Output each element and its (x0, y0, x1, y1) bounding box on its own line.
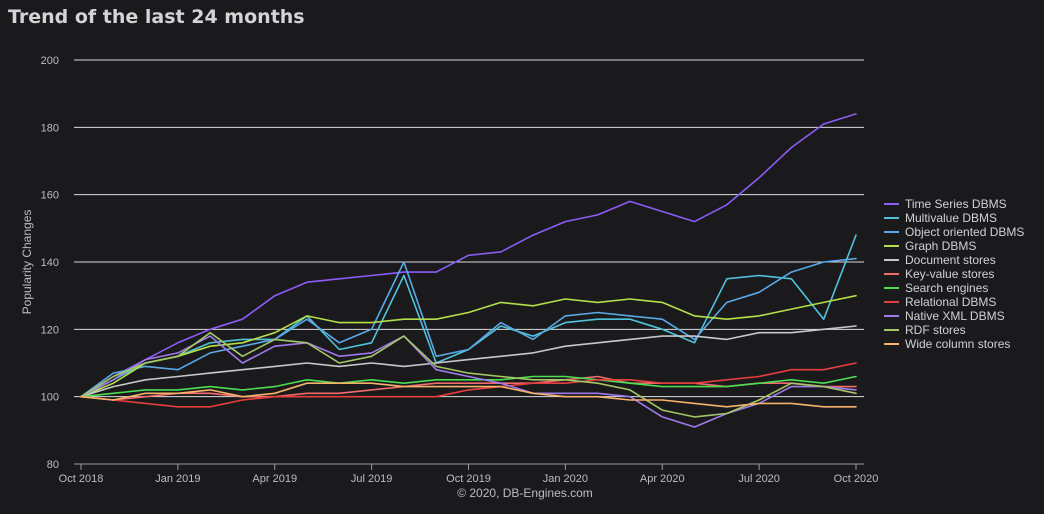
y-tick-label: 80 (47, 459, 59, 471)
x-tick-label: Oct 2020 (834, 473, 879, 485)
gridlines (74, 59, 864, 398)
series-line-time-series-dbms[interactable] (80, 113, 857, 398)
legend-label: Key-value stores (905, 267, 994, 281)
legend-item[interactable]: Object oriented DBMS (884, 225, 1024, 239)
series-lines (80, 113, 857, 428)
x-tick-label: Jul 2019 (351, 473, 393, 485)
legend-item[interactable]: Native XML DBMS (884, 309, 1005, 323)
y-axis-ticks: 80 100 120 140 160 180 200 (41, 55, 59, 471)
legend-item[interactable]: Relational DBMS (884, 295, 996, 309)
x-tick-label: Apr 2019 (252, 473, 297, 485)
x-tick-label: Oct 2019 (446, 473, 491, 485)
series-line-graph-dbms[interactable] (80, 294, 857, 398)
x-tick-label: Jul 2020 (738, 473, 780, 485)
y-tick-label: 160 (41, 190, 59, 202)
legend-label: RDF stores (905, 323, 966, 337)
series-line-rdf-stores[interactable] (80, 331, 857, 418)
legend-item[interactable]: Document stores (884, 253, 996, 267)
y-tick-label: 200 (41, 55, 59, 67)
series-line-document-stores[interactable] (80, 325, 857, 398)
y-axis-title: Popularity Changes (20, 210, 34, 315)
legend-item[interactable]: Multivalue DBMS (884, 211, 997, 225)
series-line-relational-dbms[interactable] (80, 362, 857, 408)
legend-label: Graph DBMS (905, 239, 976, 253)
x-tick-label: Oct 2018 (59, 473, 104, 485)
legend-item[interactable]: Key-value stores (884, 267, 994, 281)
legend-label: Search engines (905, 281, 988, 295)
legend-label: Multivalue DBMS (905, 211, 997, 225)
legend-item[interactable]: Time Series DBMS (884, 197, 1007, 211)
legend-label: Wide column stores (905, 337, 1010, 351)
series-line-object-oriented-dbms[interactable] (80, 257, 857, 398)
y-tick-label: 100 (41, 392, 59, 404)
page-title: Trend of the last 24 months (8, 6, 305, 28)
x-tick-label: Jan 2020 (543, 473, 588, 485)
series-line-search-engines[interactable] (80, 375, 857, 398)
x-axis: Oct 2018 Jan 2019 Apr 2019 Jul 2019 Oct 2019… (59, 463, 879, 485)
y-tick-label: 120 (41, 324, 59, 336)
legend-label: Time Series DBMS (905, 197, 1007, 211)
legend-item[interactable]: Graph DBMS (884, 239, 976, 253)
series-line-wide-column-stores[interactable] (80, 382, 857, 408)
legend-label: Object oriented DBMS (905, 225, 1024, 239)
legend-label: Native XML DBMS (905, 309, 1005, 323)
legend-item[interactable]: Search engines (884, 281, 988, 295)
credit-text: © 2020, DB-Engines.com (457, 486, 593, 500)
y-tick-label: 140 (41, 257, 59, 269)
legend-label: Document stores (905, 253, 996, 267)
legend-label: Relational DBMS (905, 295, 996, 309)
legend-item[interactable]: RDF stores (884, 323, 966, 337)
x-tick-label: Apr 2020 (640, 473, 685, 485)
x-tick-label: Jan 2019 (155, 473, 200, 485)
y-tick-label: 180 (41, 122, 59, 134)
legend-item[interactable]: Wide column stores (884, 337, 1010, 351)
